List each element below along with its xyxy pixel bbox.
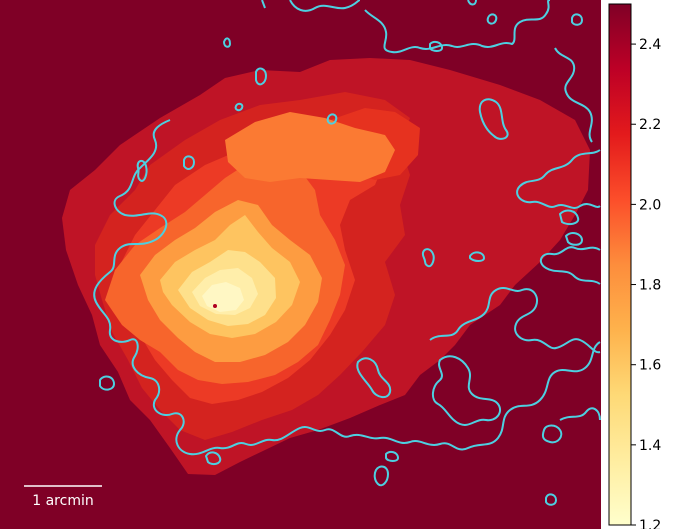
contour-small-14 [205,451,222,466]
contour-small-5 [373,465,389,487]
contour-small-20 [385,450,399,462]
contour-east-4 [432,355,502,426]
contour-small-6 [545,493,557,506]
contour-small-8 [183,155,195,170]
colorbar-tick-label-2: 1.6 [639,358,661,374]
contour-small-11 [326,113,338,125]
temperature-map: 1 arcmin [0,0,601,529]
colorbar-tick-label-4: 2.0 [639,197,661,213]
contour-main [93,0,601,456]
colorbar-tick-label-1: 1.4 [639,438,661,454]
contour-small-7 [136,160,148,182]
contour-small-12 [234,102,244,112]
map-peak-spot [213,304,217,308]
colorbar-tick-label-5: 2.2 [639,117,661,133]
contour-east-3 [429,287,601,354]
colorbar-gradient [608,3,632,526]
contour-small-17 [429,40,443,52]
contour-small-18 [469,251,485,262]
contour-small-1 [478,98,509,140]
map-region-core-5 [202,282,244,312]
contour-small-21 [559,209,580,226]
scalebar-label: 1 arcmin [32,493,93,509]
colorbar-tick-label-0: 1.2 [639,518,661,529]
contour-small-19 [467,0,477,6]
colorbar-tick-label-6: 2.4 [639,37,661,53]
map-region-upper-arm [225,112,395,182]
contour-east-2 [539,246,601,285]
contour-small-4 [541,424,563,444]
contour-east [516,149,601,209]
contour-small-13 [99,375,115,391]
contour-small-9 [255,67,267,86]
contour-small-10 [223,37,231,48]
contour-small-2 [356,357,392,398]
contour-east-5 [559,407,601,421]
colorbar-ticks: 1.2 1.4 1.6 1.8 2.0 2.2 2.4 [631,37,661,529]
contour-small-22 [565,232,583,246]
contour-small-3 [422,248,435,268]
contour-small-15 [571,13,583,26]
contour-small-16 [486,13,498,25]
colorbar-tick-label-3: 1.8 [639,278,661,294]
